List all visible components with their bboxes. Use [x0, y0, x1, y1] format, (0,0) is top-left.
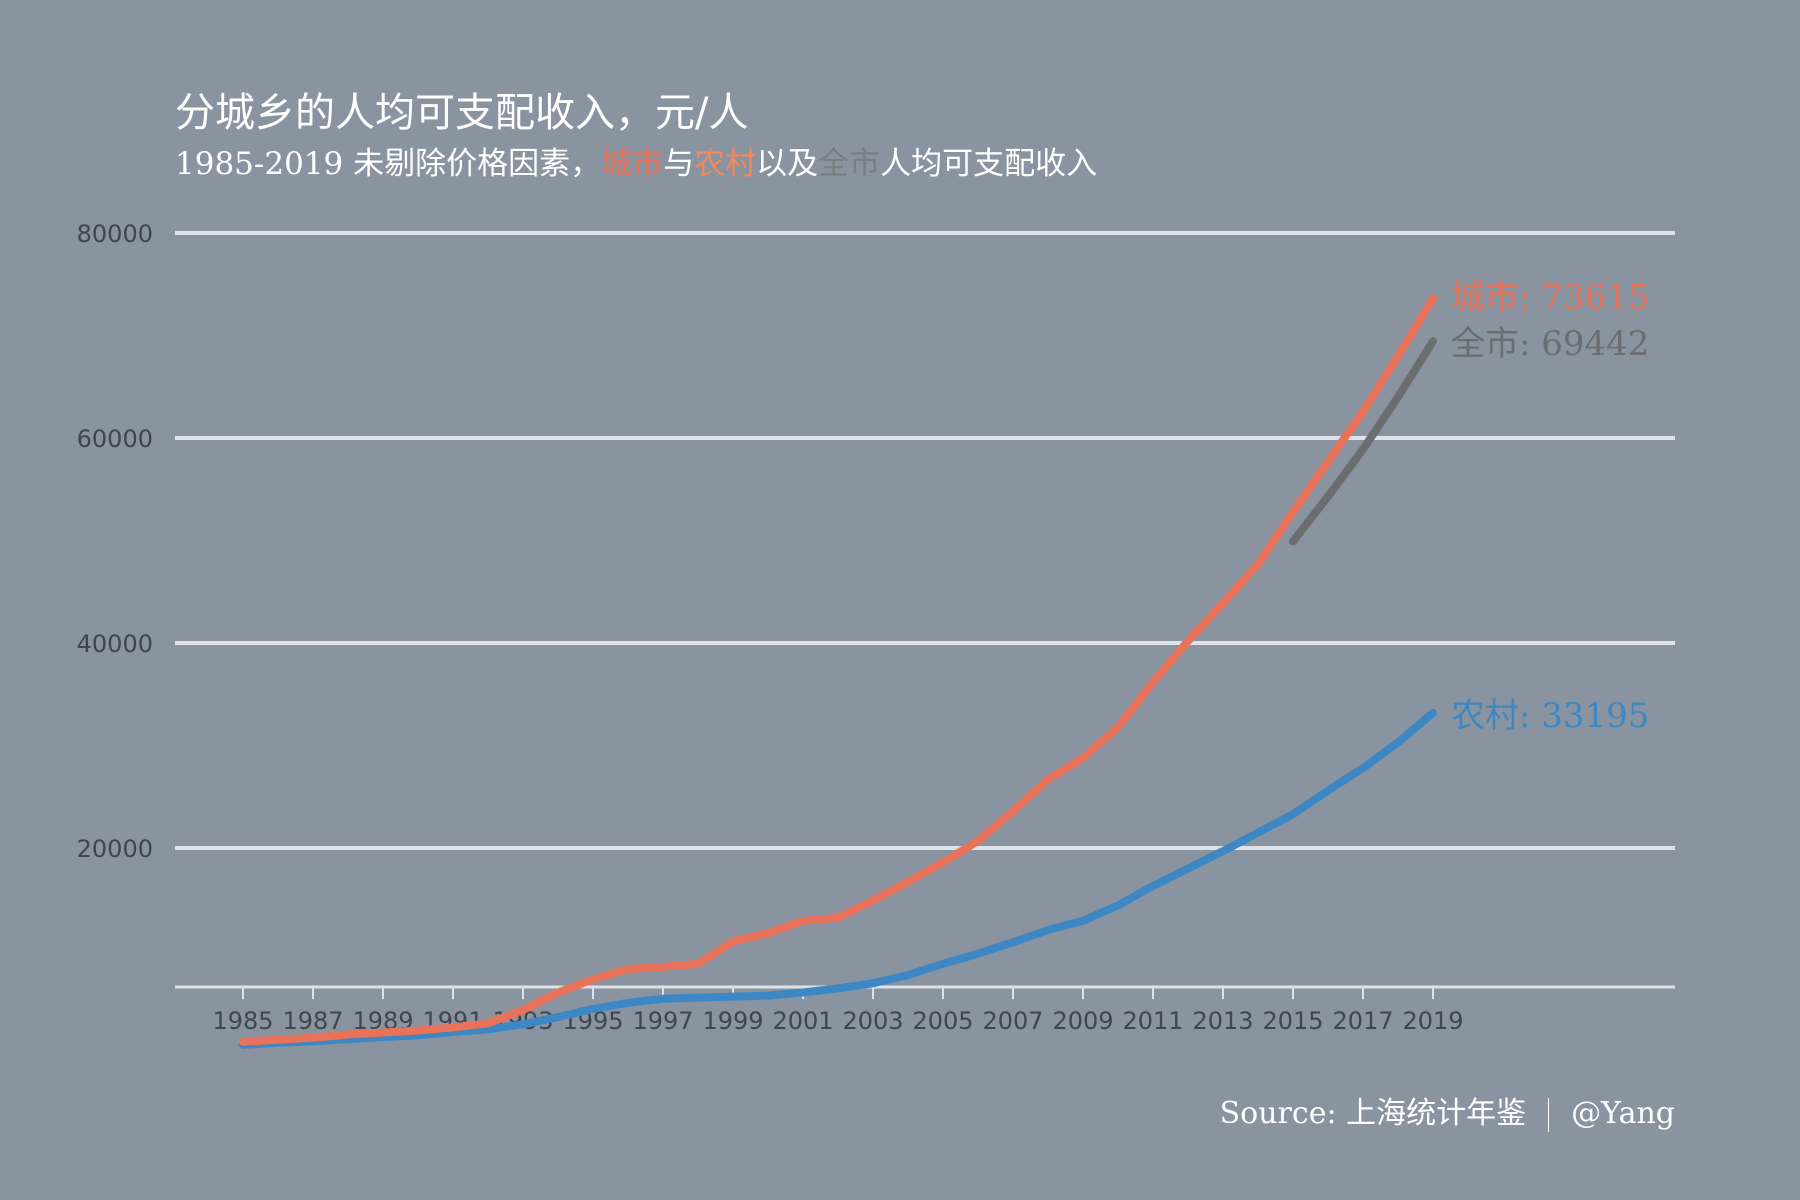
series-lines [243, 298, 1433, 1044]
y-tick-label: 80000 [77, 220, 153, 248]
end-label-rural: 农村: 33195 [1451, 696, 1649, 736]
x-tick-label: 1997 [632, 1007, 693, 1035]
x-tick-label: 2011 [1122, 1007, 1183, 1035]
x-tick-label: 1985 [212, 1007, 273, 1035]
series-line-whole [1293, 341, 1433, 541]
source-line: Source: 上海统计年鉴 @Yang [1220, 1088, 1675, 1132]
x-tick-label: 2009 [1052, 1007, 1113, 1035]
x-tick-label: 1999 [702, 1007, 763, 1035]
x-tick-label: 2017 [1332, 1007, 1393, 1035]
x-tick-label: 2007 [982, 1007, 1043, 1035]
series-line-rural [243, 713, 1433, 1045]
end-label-whole: 全市: 69442 [1451, 324, 1649, 364]
source-text: Source: 上海统计年鉴 [1220, 1096, 1526, 1131]
x-tick-label: 2019 [1402, 1007, 1463, 1035]
y-axis-ticks: 20000 40000 60000 80000 [77, 220, 153, 863]
y-tick-label: 40000 [77, 630, 153, 658]
x-tick-label: 2003 [842, 1007, 903, 1035]
x-tick-label: 1987 [282, 1007, 343, 1035]
x-tick-label: 2001 [772, 1007, 833, 1035]
x-tick-label: 2013 [1192, 1007, 1253, 1035]
x-tick-label: 2005 [912, 1007, 973, 1035]
author-credit: @Yang [1571, 1096, 1675, 1131]
y-tick-label: 60000 [77, 425, 153, 453]
end-label-city: 城市: 73615 [1451, 277, 1649, 317]
series-line-city [243, 298, 1433, 1041]
y-tick-label: 20000 [77, 835, 153, 863]
x-tick-label: 2015 [1262, 1007, 1323, 1035]
end-labels: 农村: 33195 城市: 73615 全市: 69442 [1451, 277, 1649, 735]
source-separator [1548, 1098, 1549, 1132]
